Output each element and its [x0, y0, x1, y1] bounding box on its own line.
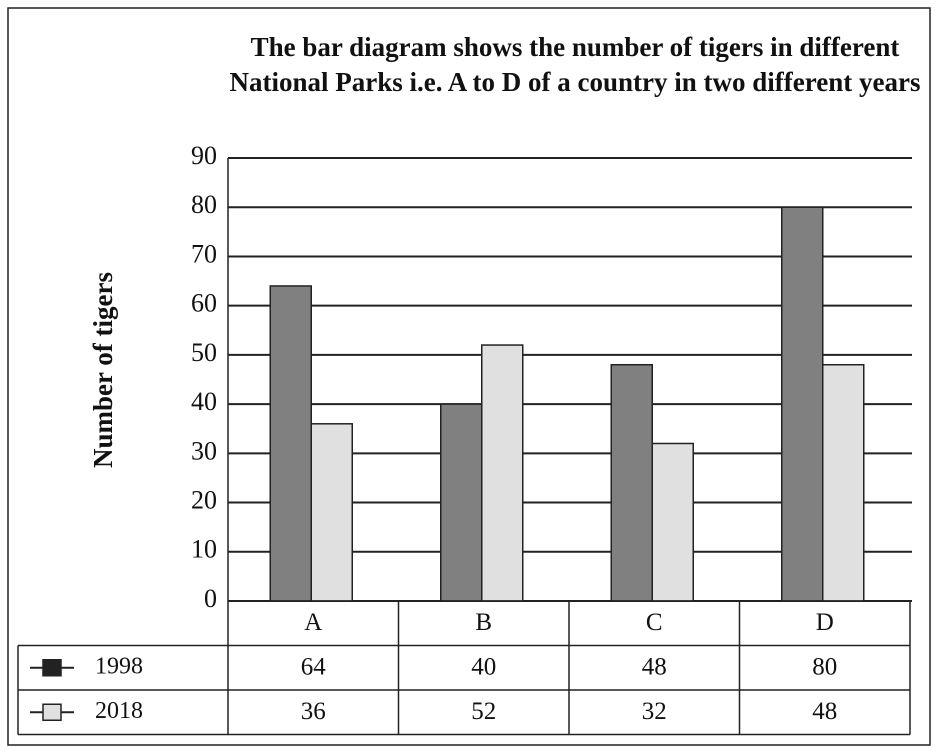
table-value: 80 [812, 653, 837, 680]
y-tick-label: 0 [204, 584, 217, 613]
table-value: 32 [642, 698, 667, 725]
table-value: 36 [301, 698, 326, 725]
bar [310, 423, 353, 602]
x-tick-label: B [475, 609, 492, 636]
y-tick-label: 30 [191, 436, 217, 465]
bar [481, 344, 524, 602]
bar [269, 285, 312, 602]
legend-label: 1998 [95, 653, 143, 679]
legend-swatch [42, 703, 62, 721]
bar [610, 363, 653, 602]
legend-swatch [42, 659, 62, 677]
table-value: 48 [812, 698, 837, 725]
chart-title: The bar diagram shows the number of tige… [229, 32, 921, 97]
bar [781, 206, 824, 602]
table-value: 40 [471, 653, 496, 680]
bar [440, 403, 483, 602]
y-tick-label: 20 [191, 486, 217, 515]
frame [7, 7, 931, 746]
table-value: 48 [642, 653, 667, 680]
y-tick-label: 80 [191, 190, 217, 219]
y-axis-label: Number of tigers [88, 272, 118, 468]
legend-label: 2018 [95, 698, 143, 724]
y-tick-label: 70 [191, 239, 217, 268]
x-tick-label: A [304, 609, 322, 636]
y-tick-label: 90 [191, 141, 217, 170]
y-tick-label: 60 [191, 289, 217, 318]
y-tick-label: 10 [191, 535, 217, 564]
x-tick-label: D [816, 609, 834, 636]
x-tick-label: C [646, 609, 663, 636]
bar [651, 442, 694, 602]
y-tick-label: 50 [191, 338, 217, 367]
bar [822, 363, 865, 602]
table-value: 64 [301, 653, 327, 680]
table-value: 52 [471, 698, 496, 725]
y-tick-label: 40 [191, 387, 217, 416]
